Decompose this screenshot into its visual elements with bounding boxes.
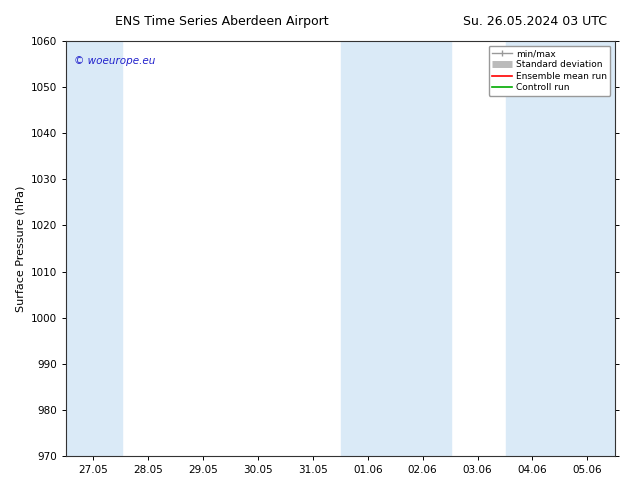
Bar: [66, 41, 122, 456]
Text: Su. 26.05.2024 03 UTC: Su. 26.05.2024 03 UTC: [463, 15, 607, 28]
Bar: [342, 41, 451, 456]
Y-axis label: Surface Pressure (hPa): Surface Pressure (hPa): [15, 185, 25, 312]
Text: ENS Time Series Aberdeen Airport: ENS Time Series Aberdeen Airport: [115, 15, 328, 28]
Legend: min/max, Standard deviation, Ensemble mean run, Controll run: min/max, Standard deviation, Ensemble me…: [489, 46, 611, 96]
Bar: [506, 41, 616, 456]
Text: © woeurope.eu: © woeurope.eu: [74, 55, 155, 66]
